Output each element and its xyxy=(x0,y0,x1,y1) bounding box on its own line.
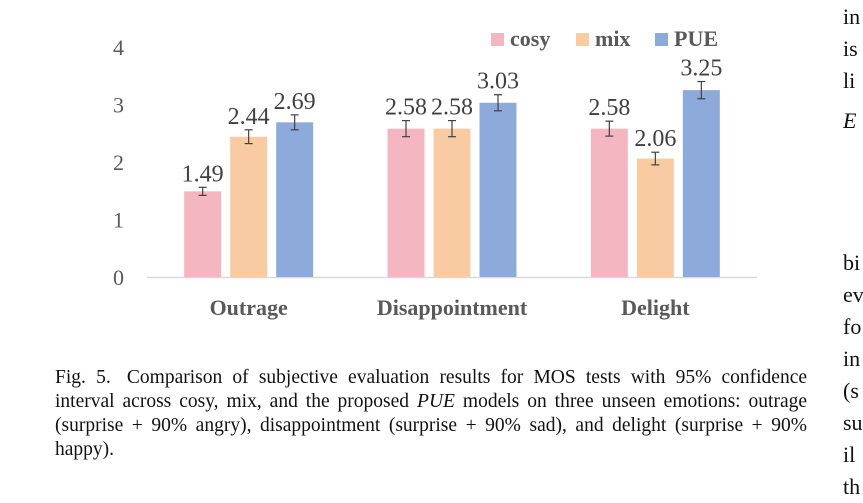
side-fragment: ev xyxy=(843,282,863,307)
bar xyxy=(387,128,425,277)
bar xyxy=(636,158,674,277)
data-label: 3.25 xyxy=(680,56,722,82)
bar xyxy=(230,136,268,277)
data-label: 2.44 xyxy=(228,104,270,130)
side-fragment: in xyxy=(843,4,861,29)
data-label: 3.03 xyxy=(477,69,519,95)
adjacent-column-text: in is li E bi ev fo in (s su il th xyxy=(843,0,863,503)
side-fragment: li xyxy=(843,68,856,93)
y-tick-label: 0 xyxy=(113,265,124,290)
caption-label: Fig. 5. xyxy=(55,367,111,388)
legend-swatch xyxy=(655,33,668,46)
chart-area: 0 1 2 3 4 1.49 2.44 2.69 Outrage 2.58 2.58 3.03 Disa… xyxy=(113,26,757,320)
legend-swatch xyxy=(491,33,504,46)
bar xyxy=(276,122,314,277)
y-tick-label: 3 xyxy=(113,93,124,118)
side-fragment: su xyxy=(843,410,863,435)
y-tick-label: 2 xyxy=(113,150,124,175)
side-fragment: (s xyxy=(843,378,859,403)
figure-caption: Fig. 5. Comparison of subjective evaluat… xyxy=(55,366,807,462)
caption-text-before: Comparison of subjective evaluation resu… xyxy=(55,367,808,412)
data-label: 2.06 xyxy=(634,126,676,152)
legend-label: mix xyxy=(595,26,630,51)
side-fragment: th xyxy=(843,474,861,499)
x-category-label: Delight xyxy=(621,295,690,320)
side-fragment: is xyxy=(843,36,858,61)
side-fragment: il xyxy=(843,442,856,467)
data-label: 2.69 xyxy=(274,89,316,115)
caption-text-after: models on three unseen emotions: outrage… xyxy=(55,391,808,460)
legend-label: PUE xyxy=(674,26,718,51)
bar xyxy=(590,128,628,277)
y-tick-label: 4 xyxy=(113,35,124,60)
legend-label: cosy xyxy=(510,26,550,51)
x-category-label: Outrage xyxy=(210,295,288,320)
y-tick-label: 1 xyxy=(113,208,124,233)
side-fragment: fo xyxy=(843,314,862,339)
side-fragment: in xyxy=(843,346,861,371)
caption-model-name: PUE xyxy=(417,391,455,412)
data-label: 2.58 xyxy=(588,95,630,121)
bar xyxy=(184,191,222,277)
side-fragment: bi xyxy=(843,250,861,275)
bar xyxy=(682,90,720,277)
bar xyxy=(433,128,471,277)
side-fragment: E xyxy=(843,108,857,133)
legend-swatch xyxy=(576,33,589,46)
bar xyxy=(479,102,517,278)
data-label: 2.58 xyxy=(431,95,473,121)
data-label: 1.49 xyxy=(182,161,224,187)
x-category-label: Disappointment xyxy=(377,295,528,320)
data-label: 2.58 xyxy=(385,95,427,121)
